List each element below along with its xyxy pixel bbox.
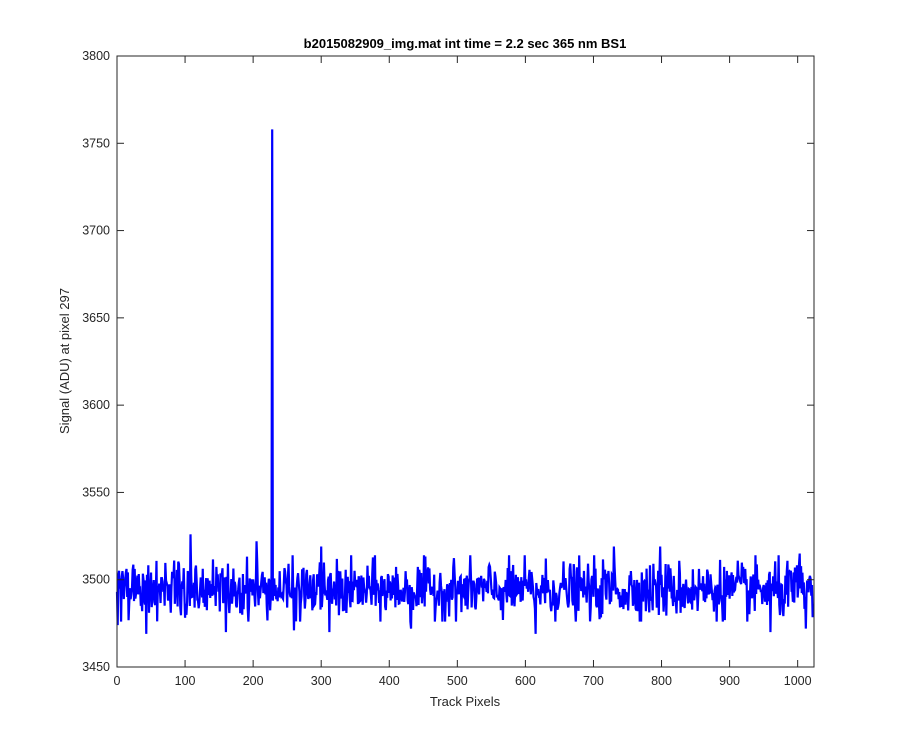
series-line: [115, 129, 815, 634]
y-tick-label: 3450: [82, 660, 110, 674]
y-tick-label: 3750: [82, 136, 110, 150]
x-tick-label: 1000: [784, 674, 812, 688]
plot-area: [117, 56, 814, 667]
x-axis-label: Track Pixels: [430, 694, 501, 709]
x-tick-label: 200: [243, 674, 264, 688]
y-tick-label: 3500: [82, 573, 110, 587]
x-tick-label: 0: [114, 674, 121, 688]
y-axis-label: Signal (ADU) at pixel 297: [57, 288, 72, 434]
x-tick-label: 400: [379, 674, 400, 688]
axes-box: [116, 55, 815, 668]
x-tick-label: 900: [719, 674, 740, 688]
chart-title: b2015082909_img.mat int time = 2.2 sec 3…: [304, 36, 627, 51]
y-tick-label: 3600: [82, 398, 110, 412]
y-tick-label: 3550: [82, 485, 110, 499]
data-layer: [115, 129, 815, 634]
y-tick-label: 3700: [82, 224, 110, 238]
y-tick-label: 3800: [82, 49, 110, 63]
x-tick-label: 100: [175, 674, 196, 688]
x-tick-label: 600: [515, 674, 536, 688]
x-tick-label: 300: [311, 674, 332, 688]
x-tick-label: 800: [651, 674, 672, 688]
axes-layer: 0 100 200 300 400 500 600 700 800 900 1000 3450 3500…: [82, 49, 815, 688]
x-tick-label: 700: [583, 674, 604, 688]
x-tick-label: 500: [447, 674, 468, 688]
y-tick-label: 3650: [82, 311, 110, 325]
